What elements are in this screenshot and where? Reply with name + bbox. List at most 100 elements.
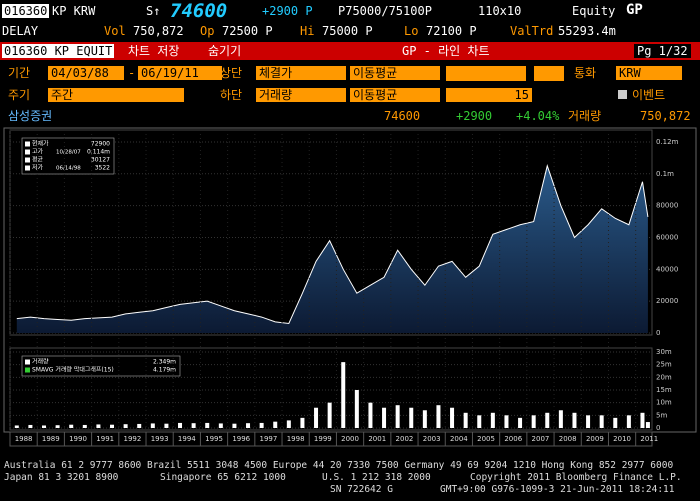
- volume-bar: [545, 412, 550, 428]
- function-code: GP: [626, 2, 643, 18]
- lower-select[interactable]: 거래량: [256, 88, 346, 102]
- field-label: 기간: [8, 66, 31, 80]
- events-label[interactable]: 이벤트: [632, 88, 666, 102]
- volume-bar: [314, 407, 319, 428]
- save-button[interactable]: 차트 저장: [128, 44, 180, 58]
- volume-bar: [354, 390, 359, 428]
- ticker: 016360: [2, 4, 50, 18]
- volume-bar: [178, 422, 183, 428]
- ma-input[interactable]: 15: [446, 88, 532, 102]
- stat-label: ValTrd: [510, 24, 554, 38]
- volume-bar: [246, 423, 251, 428]
- x-tick-label: 2003: [423, 435, 441, 443]
- volume-bar: [123, 424, 128, 428]
- volume-bar: [14, 425, 19, 428]
- volume-bar: [645, 422, 650, 428]
- legend-swatch: [25, 157, 30, 163]
- hide-button[interactable]: 숨기기: [208, 44, 242, 58]
- volume-bar: [42, 425, 47, 428]
- legend-value: 4.179m: [153, 367, 176, 374]
- x-tick-label: 2011: [640, 435, 658, 443]
- volume-bar: [232, 423, 237, 428]
- legend-name: 평균: [32, 156, 44, 164]
- stat-value: 72500 P: [222, 24, 273, 38]
- volume-bar: [368, 402, 373, 428]
- volume-bar: [436, 405, 441, 428]
- tick-flag: S↑: [146, 4, 161, 18]
- legend-name: 저가: [32, 164, 44, 172]
- security-field[interactable]: 016360 KP EQUIT: [2, 44, 115, 58]
- net-change: +2900 P: [262, 4, 313, 18]
- quote-pct: +4.04%: [516, 109, 560, 123]
- volume-bar: [599, 415, 604, 428]
- volume-bar: [477, 415, 482, 428]
- last-price: 74600: [170, 0, 228, 22]
- volume-bar: [450, 407, 455, 428]
- footer-text: U.S. 1 212 318 2000: [322, 472, 431, 483]
- y-tick-label: 10m: [656, 399, 672, 407]
- volume-bar: [96, 424, 101, 428]
- stat-label: Vol: [104, 24, 126, 38]
- footer-text: Singapore 65 6212 1000: [160, 472, 286, 483]
- legend-name: SMAVG 거래량 막대그래프(15): [32, 366, 114, 374]
- volume-bar: [69, 424, 74, 428]
- dash: -: [128, 66, 136, 80]
- x-tick-label: 1997: [260, 435, 278, 443]
- volume-bar: [259, 422, 264, 428]
- y-tick-label: 20000: [656, 297, 678, 305]
- frequency-select[interactable]: 주간: [48, 88, 184, 102]
- x-tick-label: 1992: [124, 435, 142, 443]
- field-label: 상단: [220, 66, 243, 80]
- x-tick-label: 2004: [450, 435, 468, 443]
- y-tick-label: 60000: [656, 233, 678, 241]
- market-sector: Equity: [572, 4, 616, 18]
- y-tick-label: 0: [656, 329, 660, 337]
- legend-box: [21, 137, 115, 175]
- volume-bar: [164, 423, 169, 428]
- ma-input[interactable]: [446, 66, 526, 81]
- ma-input[interactable]: [534, 66, 564, 81]
- stat-value: 55293.4m: [558, 24, 616, 38]
- y-tick-label: 80000: [656, 202, 678, 210]
- stat-label: Lo: [404, 24, 419, 38]
- stat-value: 750,872: [133, 24, 184, 38]
- footer-text: GMT+9:00 G976-1099-3 21-Jun-2011 18:24:1…: [440, 484, 675, 495]
- field-label: 통화: [574, 66, 597, 80]
- x-tick-label: 1991: [96, 435, 114, 443]
- y-tick-label: 5m: [656, 411, 667, 419]
- footer-text: Copyright 2011 Bloomberg Finance L.P.: [470, 472, 682, 483]
- quote-label: 거래량: [568, 109, 602, 123]
- upper-select[interactable]: 체결가: [256, 66, 346, 80]
- volume-bar: [640, 412, 645, 428]
- legend-value: 72900: [91, 141, 110, 148]
- legend-date: 06/14/98: [56, 166, 81, 172]
- security-name: KP KRW: [52, 4, 96, 18]
- legend-swatch: [25, 165, 30, 171]
- x-tick-label: 2006: [504, 435, 522, 443]
- quote-change: +2900: [456, 109, 493, 123]
- volume-bar: [300, 417, 305, 428]
- x-tick-label: 2000: [341, 435, 359, 443]
- broker: 삼성증권: [8, 109, 53, 123]
- end-date[interactable]: 06/19/11: [138, 66, 222, 80]
- stat-value: 72100 P: [426, 24, 477, 38]
- stat-value: 75000 P: [322, 24, 373, 38]
- y-tick-label: 40000: [656, 265, 678, 273]
- volume-bar: [273, 421, 278, 428]
- y-tick-label: 25m: [656, 361, 672, 369]
- checkbox[interactable]: [618, 90, 627, 99]
- x-tick-label: 1989: [42, 435, 60, 443]
- start-date[interactable]: 04/03/88: [48, 66, 124, 80]
- legend-box: [21, 355, 181, 377]
- legend-date: 10/28/07: [56, 150, 81, 156]
- x-tick-label: 1995: [205, 435, 223, 443]
- bid-ask-size: 110x10: [478, 4, 522, 18]
- ma-label: 이동평균: [350, 66, 440, 80]
- x-tick-label: 2009: [586, 435, 604, 443]
- legend-swatch: [25, 359, 30, 365]
- ma-label: 이동평균: [350, 88, 440, 102]
- currency-select[interactable]: KRW: [616, 66, 682, 80]
- volume-bar: [137, 423, 142, 428]
- stat-label: Hi: [300, 24, 315, 38]
